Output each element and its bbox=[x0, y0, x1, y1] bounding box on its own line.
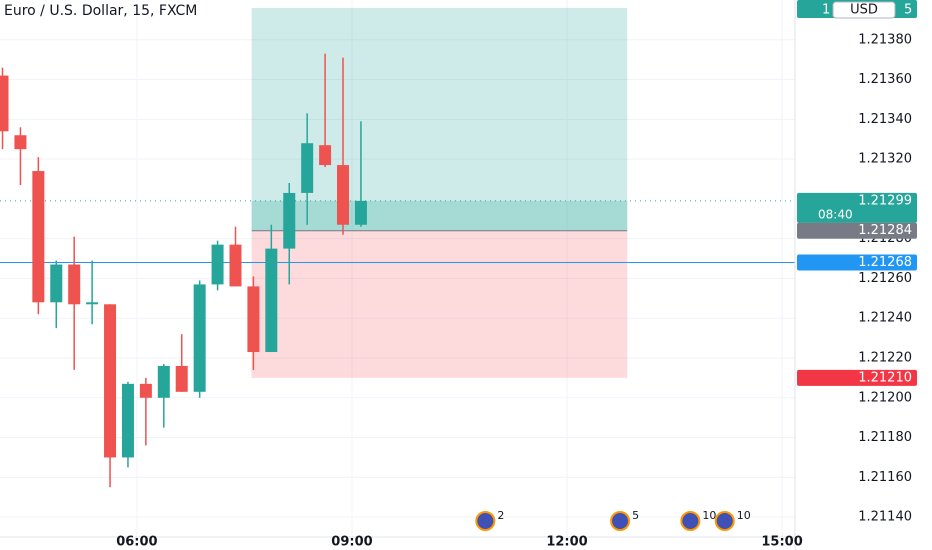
price-badge-label: 1.21210 bbox=[858, 370, 912, 385]
corner-label: 5 bbox=[904, 3, 912, 18]
price-axis bbox=[795, 0, 932, 550]
candle-body bbox=[32, 171, 45, 303]
candle-body bbox=[283, 192, 296, 249]
candle-body bbox=[193, 284, 206, 392]
candle-body bbox=[211, 244, 224, 285]
open-profit bbox=[251, 200, 628, 231]
candle-body bbox=[247, 286, 260, 353]
event-count: 10 bbox=[702, 509, 716, 522]
candle-body bbox=[50, 264, 63, 303]
countdown: 08:40 bbox=[818, 207, 853, 221]
y-tick-label: 1.21200 bbox=[858, 390, 912, 405]
candle-body bbox=[319, 145, 332, 166]
candle-body bbox=[337, 165, 350, 225]
y-tick-label: 1.21380 bbox=[858, 32, 912, 47]
candle-body bbox=[354, 200, 367, 225]
candle-body bbox=[175, 365, 188, 392]
x-tick-label: 06:00 bbox=[116, 535, 157, 550]
chart-title: Euro / U.S. Dollar, 15, FXCM bbox=[4, 3, 197, 19]
candle-body bbox=[265, 248, 278, 353]
candle-body bbox=[86, 302, 99, 305]
y-tick-label: 1.21220 bbox=[858, 351, 912, 366]
currency-label: USD bbox=[850, 3, 878, 18]
event-count: 10 bbox=[737, 509, 751, 522]
price-badge bbox=[797, 222, 917, 239]
y-tick-label: 1.21160 bbox=[858, 470, 912, 485]
corner-label: 1 bbox=[822, 3, 830, 18]
candle-body bbox=[157, 365, 170, 398]
y-tick-label: 1.21140 bbox=[858, 510, 912, 525]
y-tick-label: 1.21340 bbox=[858, 112, 912, 127]
x-tick-label: 12:00 bbox=[546, 535, 587, 550]
y-tick-label: 1.21320 bbox=[858, 152, 912, 167]
profit-zone bbox=[251, 7, 628, 231]
candle-body bbox=[301, 143, 314, 193]
event-icon[interactable] bbox=[610, 511, 631, 531]
x-tick-label: 09:00 bbox=[331, 535, 372, 550]
y-tick-label: 1.21260 bbox=[858, 271, 912, 286]
candle-body bbox=[121, 383, 134, 458]
candle-body bbox=[104, 304, 117, 458]
candle-body bbox=[14, 135, 27, 150]
candle-body bbox=[68, 264, 81, 305]
price-badge-label: 1.21268 bbox=[858, 255, 912, 270]
price-badge-label: 1.21299 bbox=[858, 193, 912, 208]
event-count: 5 bbox=[632, 509, 639, 522]
event-icon[interactable] bbox=[475, 511, 496, 531]
candle-body bbox=[0, 75, 9, 132]
price-badge bbox=[797, 254, 917, 271]
candle-body bbox=[139, 383, 152, 398]
currency-button[interactable] bbox=[832, 1, 896, 19]
event-count: 2 bbox=[497, 509, 504, 522]
y-tick-label: 1.21240 bbox=[858, 311, 912, 326]
candle-body bbox=[229, 244, 242, 287]
y-tick-label: 1.21360 bbox=[858, 72, 912, 87]
event-icon[interactable] bbox=[680, 511, 701, 531]
price-badge-label: 1.21284 bbox=[858, 223, 912, 238]
price-badge bbox=[797, 192, 917, 223]
x-tick-label: 15:00 bbox=[761, 535, 802, 550]
event-icon[interactable] bbox=[714, 511, 735, 531]
y-tick-label: 1.21180 bbox=[858, 430, 912, 445]
loss-zone bbox=[251, 230, 628, 378]
price-badge bbox=[797, 369, 917, 386]
